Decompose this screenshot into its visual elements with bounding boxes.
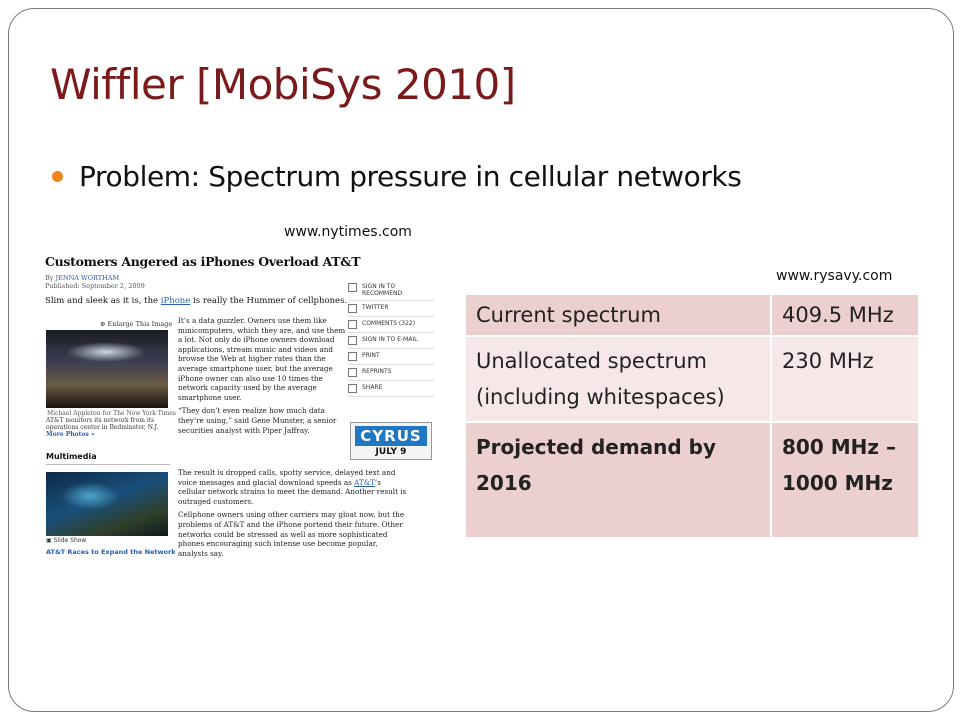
tool-reprints[interactable]: REPRINTS <box>348 365 434 381</box>
network-map-photo[interactable] <box>46 472 168 536</box>
para3-pre: The result is dropped calls, spotty serv… <box>178 468 396 487</box>
source-nytimes: www.nytimes.com <box>284 224 412 240</box>
screen-glow <box>66 342 146 362</box>
bullet-dot-icon <box>52 171 63 182</box>
slide-title: Wiffler [MobiSys 2010] <box>50 60 516 109</box>
article-para-4: Cellphone owners using other carriers ma… <box>178 510 405 558</box>
more-photos-link[interactable]: More Photos » <box>46 431 95 438</box>
published-date: Published: September 2, 2009 <box>45 282 145 290</box>
email-icon <box>348 336 357 345</box>
tool-label: SIGN IN TO E-MAIL <box>362 336 418 343</box>
twitter-icon <box>348 304 357 313</box>
lead-post: is really the Hummer of cellphones. <box>190 296 348 306</box>
bullet-text: Problem: Spectrum pressure in cellular n… <box>79 160 742 193</box>
photo-caption: Michael Appleton for The New York Times … <box>46 410 176 438</box>
row-value: 409.5 MHz <box>770 293 920 337</box>
article-headline: Customers Angered as iPhones Overload AT… <box>45 254 361 269</box>
tool-email[interactable]: SIGN IN TO E-MAIL <box>348 333 434 349</box>
tool-label: PRINT <box>362 352 380 359</box>
byline-author[interactable]: JENNA WORTHAM <box>55 274 120 282</box>
row-value: 230 MHz <box>770 335 920 423</box>
row-label: Current spectrum <box>464 293 772 337</box>
slide-show-text: Slide Show <box>53 537 87 544</box>
article-byline: By JENNA WORTHAM Published: September 2,… <box>45 274 145 290</box>
article-para-2: “They don’t even realize how much data t… <box>178 406 337 435</box>
map-glow <box>60 482 120 510</box>
article-para-3: The result is dropped calls, spotty serv… <box>178 468 408 506</box>
ad-title: CYRUS <box>355 426 427 446</box>
tool-share[interactable]: SHARE <box>348 381 434 397</box>
ad-date: JULY 9 <box>375 447 407 457</box>
article-image: Customers Angered as iPhones Overload AT… <box>40 244 440 564</box>
print-icon <box>348 352 357 361</box>
operations-center-photo[interactable] <box>46 330 168 408</box>
article-lead: Slim and sleek as it is, the iPhone is r… <box>45 296 347 306</box>
tool-print[interactable]: PRINT <box>348 349 434 365</box>
article-body: It’s a data guzzler. Owners use them lik… <box>178 316 348 439</box>
byline-by: By <box>45 274 54 282</box>
tool-label: TWITTER <box>362 304 389 311</box>
cyrus-ad[interactable]: CYRUS JULY 9 <box>350 422 432 460</box>
bullet-item: Problem: Spectrum pressure in cellular n… <box>52 160 742 193</box>
share-icon <box>348 384 357 393</box>
magnifier-icon: ⊕ <box>100 320 106 328</box>
spectrum-table: Current spectrum 409.5 MHz Unallocated s… <box>464 293 920 539</box>
table-row: Projected demand by 2016 800 MHz – 1000 … <box>464 421 920 539</box>
comment-icon <box>348 320 357 329</box>
related-article-link[interactable]: AT&T Races to Expand the Network <box>46 548 176 556</box>
enlarge-image-link[interactable]: ⊕ Enlarge This Image <box>100 320 172 328</box>
row-value: 800 MHz – 1000 MHz <box>770 421 920 539</box>
tool-label: COMMENTS (322) <box>362 320 416 327</box>
row-label: Unallocated spectrum (including whitespa… <box>464 335 772 423</box>
source-rysavy: www.rysavy.com <box>776 268 893 284</box>
reprint-icon <box>348 368 357 377</box>
multimedia-divider <box>46 464 170 465</box>
slide-show-label[interactable]: ▣ Slide Show <box>46 537 86 544</box>
para3-link[interactable]: AT&T <box>354 477 375 487</box>
table-row: Unallocated spectrum (including whitespa… <box>464 335 920 423</box>
article-body-wide: The result is dropped calls, spotty serv… <box>178 468 408 562</box>
tool-label: SHARE <box>362 384 383 391</box>
table-row: Current spectrum 409.5 MHz <box>464 293 920 337</box>
article-tools: SIGN IN TO RECOMMEND TWITTER COMMENTS (3… <box>348 280 434 397</box>
tool-label: REPRINTS <box>362 368 392 375</box>
multimedia-heading: Multimedia <box>46 452 97 461</box>
photo-caption-text: AT&T monitors its network from its opera… <box>46 417 159 431</box>
para3-post: ’s cellular network strains to meet the … <box>178 477 407 506</box>
tool-recommend[interactable]: SIGN IN TO RECOMMEND <box>348 280 434 301</box>
slideshow-icon: ▣ <box>46 537 52 544</box>
lead-pre: Slim and sleek as it is, the <box>45 296 161 306</box>
enlarge-label: Enlarge This Image <box>107 320 173 328</box>
lead-link[interactable]: iPhone <box>160 296 191 306</box>
article-para-1: It’s a data guzzler. Owners use them lik… <box>178 316 346 402</box>
row-label: Projected demand by 2016 <box>464 421 772 539</box>
photo-credit: Michael Appleton for The New York Times <box>47 410 176 417</box>
checkbox-icon <box>348 283 357 292</box>
tool-label: SIGN IN TO RECOMMEND <box>362 283 403 297</box>
tool-twitter[interactable]: TWITTER <box>348 301 434 317</box>
tool-comments[interactable]: COMMENTS (322) <box>348 317 434 333</box>
table-top-mask <box>696 284 920 294</box>
